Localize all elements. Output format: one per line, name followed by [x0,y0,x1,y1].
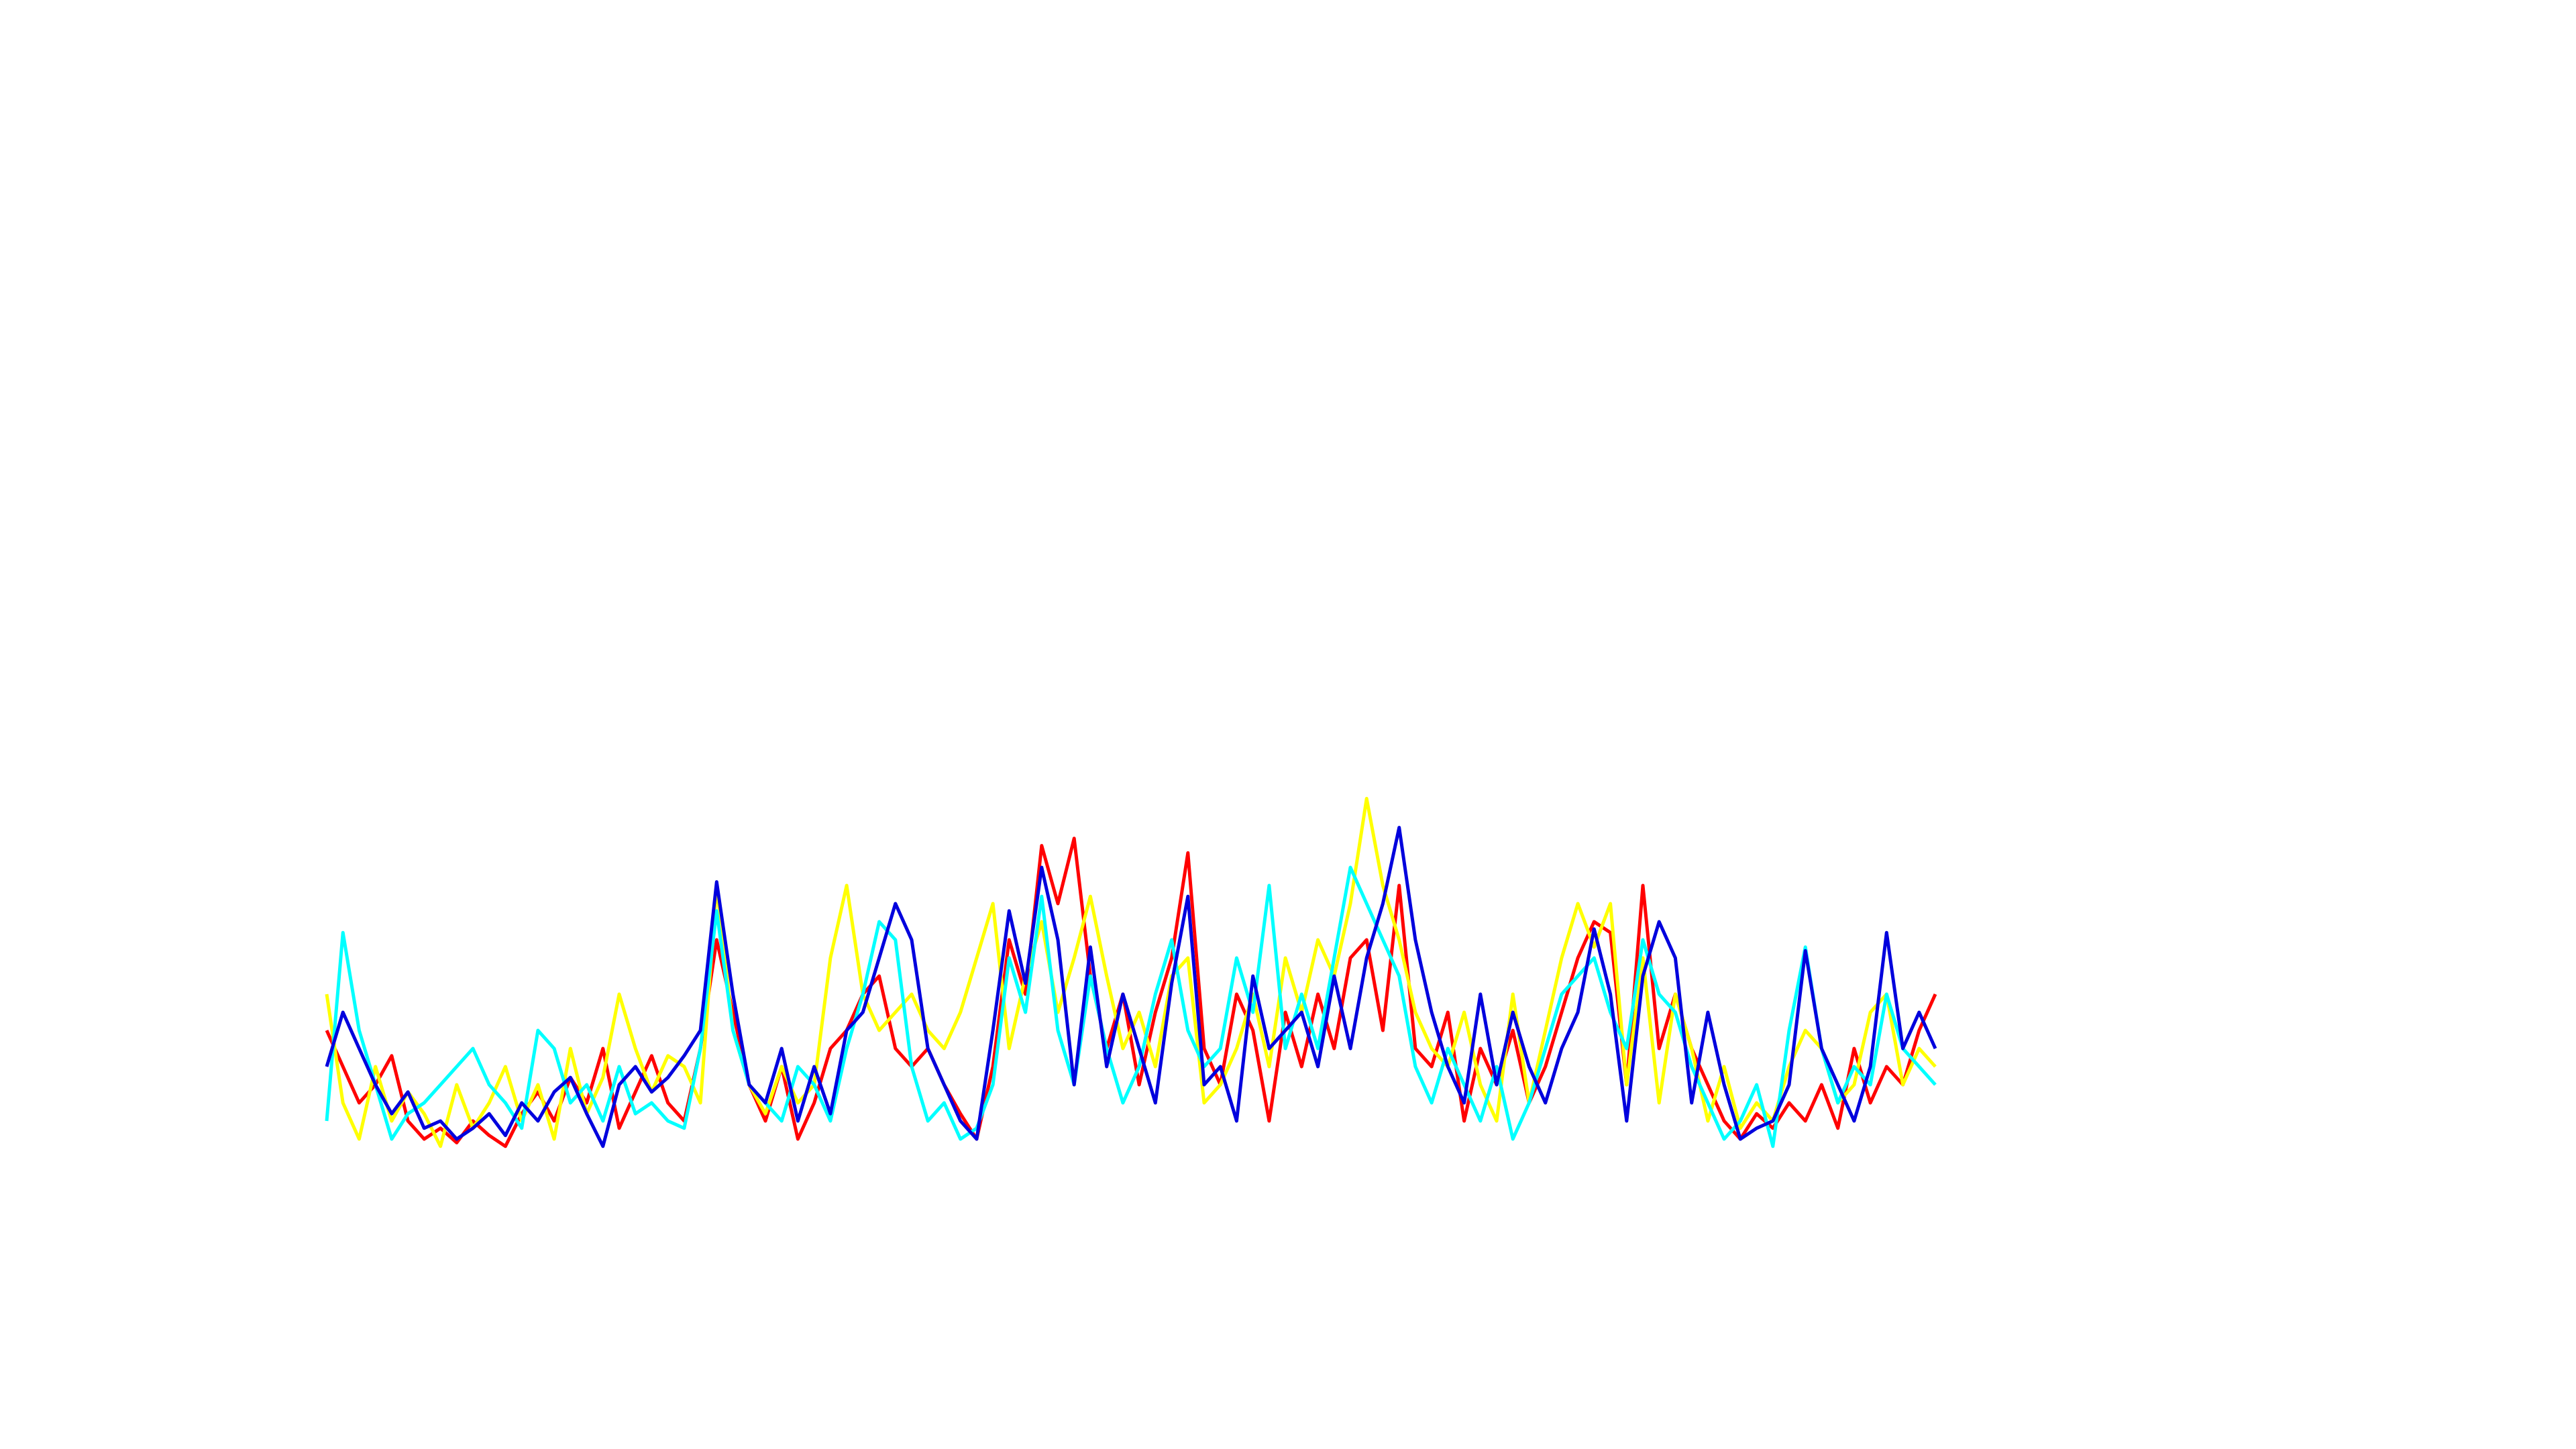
series-line [325,865,1937,1148]
series-line [325,796,1937,1148]
series-line [325,826,1937,1148]
series-line [325,837,1937,1148]
